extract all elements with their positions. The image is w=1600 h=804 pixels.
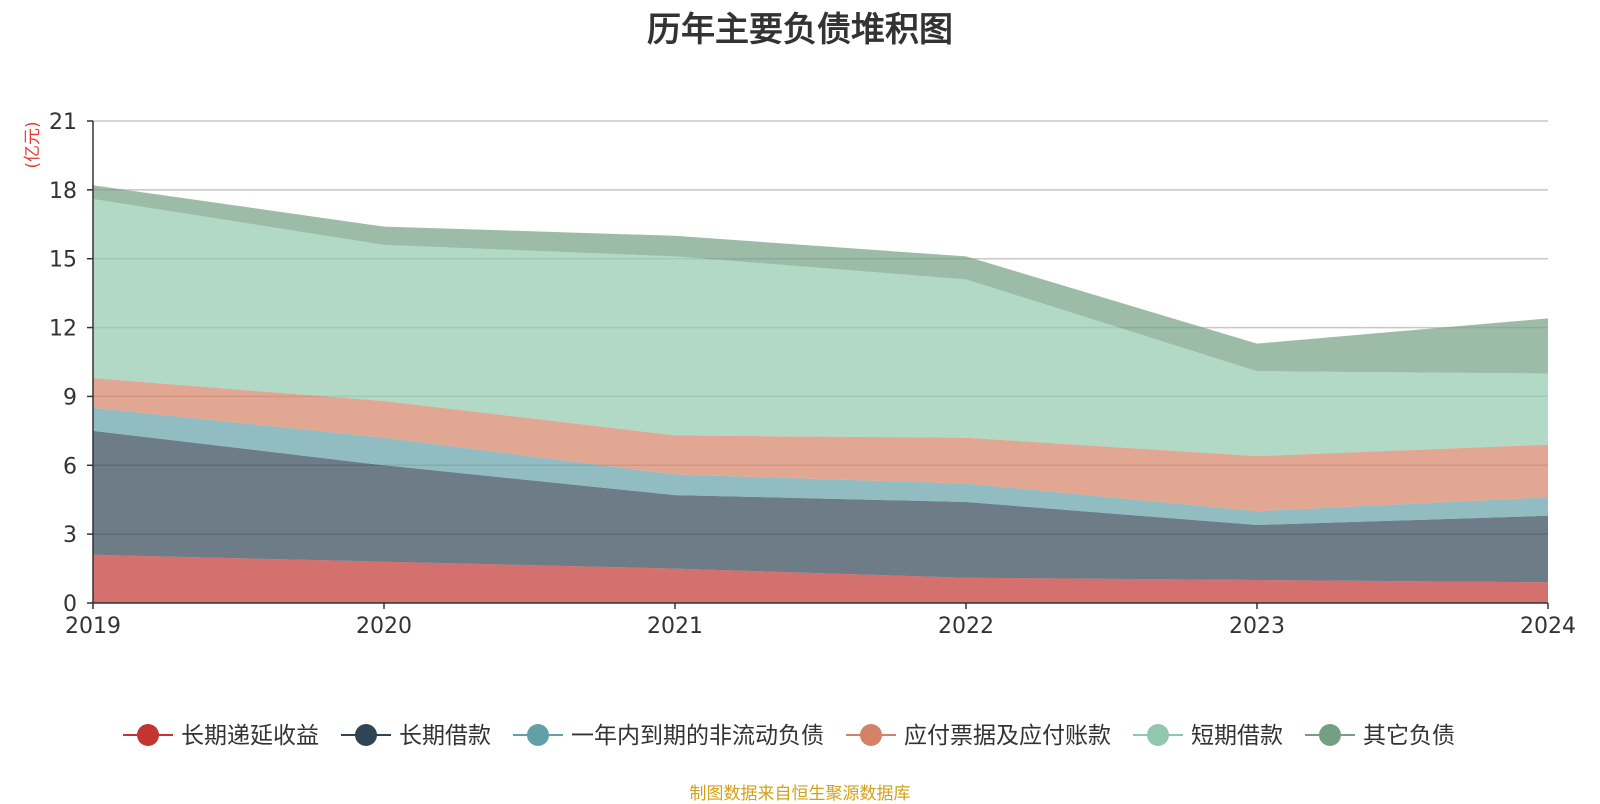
legend-label: 长期借款 [399, 723, 491, 749]
legend-item-一年内到期的非流动负债[interactable]: 一年内到期的非流动负债 [513, 723, 824, 749]
area-series-应付票据及应付账款[interactable] [93, 378, 1548, 512]
legend-item-长期借款[interactable]: 长期借款 [341, 723, 491, 749]
legend-circle-icon [1319, 724, 1341, 746]
legend-item-应付票据及应付账款[interactable]: 应付票据及应付账款 [846, 723, 1111, 749]
area-series-其它负债[interactable] [93, 185, 1548, 374]
legend-label: 短期借款 [1191, 723, 1283, 749]
legend-circle-icon [860, 724, 882, 746]
x-tick-label: 2021 [647, 614, 703, 639]
area-series-长期借款[interactable] [93, 430, 1548, 583]
legend-label: 其它负债 [1363, 723, 1455, 749]
area-series-一年内到期的非流动负债[interactable] [93, 407, 1548, 525]
y-tick-label: 21 [49, 110, 77, 135]
y-unit-label: (亿元) [23, 121, 43, 168]
x-tick-label: 2024 [1520, 614, 1576, 639]
legend-label: 一年内到期的非流动负债 [571, 723, 824, 749]
area-series-长期递延收益[interactable] [93, 554, 1548, 603]
y-tick-label: 9 [63, 385, 77, 410]
chart-title: 历年主要负债堆积图 [647, 10, 953, 50]
legend-item-其它负债[interactable]: 其它负债 [1305, 723, 1455, 749]
legend-label: 应付票据及应付账款 [904, 723, 1111, 749]
area-series [93, 185, 1548, 603]
x-tick-label: 2022 [938, 614, 994, 639]
y-tick-label: 3 [63, 523, 77, 548]
legend-label: 长期递延收益 [181, 723, 319, 749]
legend-circle-icon [355, 724, 377, 746]
legend-circle-icon [137, 724, 159, 746]
y-tick-label: 15 [49, 248, 77, 273]
legend-item-短期借款[interactable]: 短期借款 [1133, 723, 1283, 749]
y-tick-label: 18 [49, 179, 77, 204]
legend[interactable]: 长期递延收益 长期借款 一年内到期的非流动负债 应付票据及应付账款 短期借款 其它负债 [123, 723, 1455, 749]
legend-circle-icon [1147, 724, 1169, 746]
axes: 0 3 6 9 12 15 18 21 2019 2020 2021 2022 2023 2024 (亿元) [23, 110, 1576, 639]
source-note: 制图数据来自恒生聚源数据库 [689, 784, 911, 804]
x-tick-label: 2020 [356, 614, 412, 639]
x-tick-label: 2023 [1229, 614, 1285, 639]
y-tick-label: 12 [49, 317, 77, 342]
area-series-短期借款[interactable] [93, 199, 1548, 457]
legend-circle-icon [527, 724, 549, 746]
y-tick-label: 6 [63, 454, 77, 479]
x-tick-label: 2019 [65, 614, 121, 639]
y-tick-label: 0 [63, 592, 77, 617]
legend-item-长期递延收益[interactable]: 长期递延收益 [123, 723, 319, 749]
